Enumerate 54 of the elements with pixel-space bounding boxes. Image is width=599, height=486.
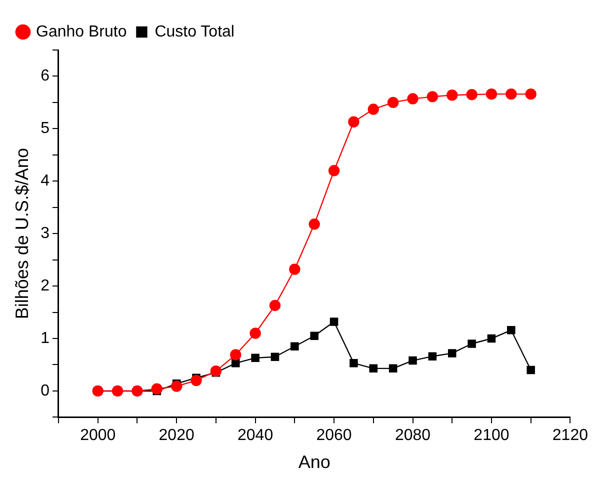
point xyxy=(428,352,437,360)
x-tick-label: 2000 xyxy=(80,427,116,444)
point xyxy=(408,356,417,365)
point xyxy=(250,328,261,339)
y-tick-label: 2 xyxy=(40,277,50,294)
point xyxy=(486,88,498,100)
legend-label: Ganho Bruto xyxy=(36,23,127,40)
point xyxy=(448,349,456,358)
point xyxy=(387,96,399,108)
point xyxy=(426,91,438,102)
point xyxy=(269,300,281,312)
point xyxy=(328,165,340,176)
point xyxy=(525,88,536,100)
point xyxy=(446,90,458,101)
x-tick-label: 2080 xyxy=(394,427,431,444)
point xyxy=(310,332,318,340)
point xyxy=(151,383,163,394)
y-tick-label: 0 xyxy=(40,382,50,400)
x-tick-label: 2040 xyxy=(238,427,274,444)
point xyxy=(330,318,338,326)
y-tick-label: 1 xyxy=(40,330,50,347)
point xyxy=(526,366,535,374)
point xyxy=(487,334,496,343)
legend-label: Custo Total xyxy=(154,23,234,40)
point xyxy=(210,365,222,377)
x-tick-label: 2060 xyxy=(316,427,352,444)
point xyxy=(468,340,476,348)
y-tick-label: 6 xyxy=(40,68,50,85)
point xyxy=(230,349,242,360)
x-tick-label: 2100 xyxy=(474,427,510,444)
y-tick-label: 3 xyxy=(40,225,50,242)
point xyxy=(507,326,516,334)
x-tick-label: 2020 xyxy=(158,427,194,444)
point xyxy=(466,88,478,100)
point xyxy=(290,342,299,351)
point xyxy=(170,380,182,392)
x-tick-label: 2120 xyxy=(552,427,588,444)
point xyxy=(251,354,260,362)
point xyxy=(388,364,398,373)
point xyxy=(350,359,358,368)
y-tick-label: 4 xyxy=(40,172,50,190)
y-tick-label: 5 xyxy=(40,120,50,138)
point xyxy=(506,88,517,100)
point xyxy=(369,364,378,373)
point xyxy=(407,93,418,104)
point xyxy=(308,218,320,230)
point xyxy=(348,116,360,128)
x-axis-title: Ano xyxy=(298,452,330,472)
point xyxy=(270,352,280,362)
point xyxy=(190,374,202,386)
point xyxy=(289,264,300,275)
point xyxy=(231,359,240,368)
point xyxy=(368,104,379,115)
y-axis-title: Bilhões de U.S.$/Ano xyxy=(12,148,32,320)
